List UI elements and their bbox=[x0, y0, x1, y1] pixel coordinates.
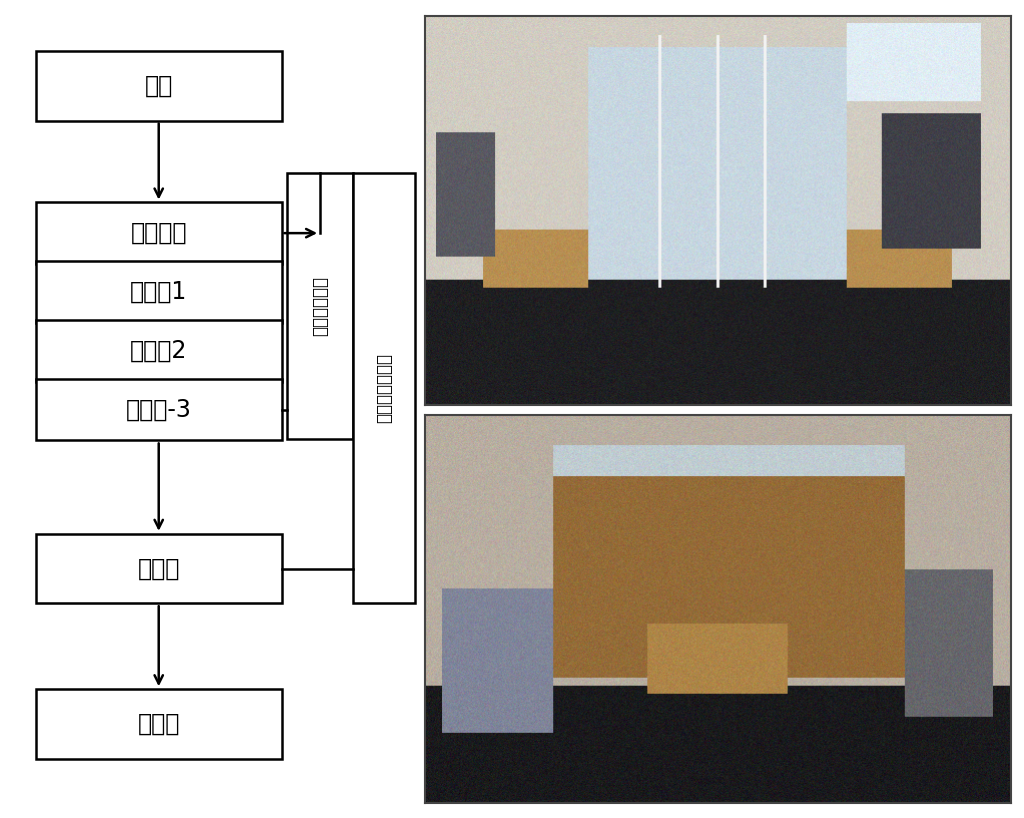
Bar bbox=[36, 262, 282, 322]
Text: 원수: 원수 bbox=[144, 74, 173, 98]
Text: 호기조-3: 호기조-3 bbox=[126, 398, 191, 422]
Text: 내부반송펌프: 내부반송펌프 bbox=[311, 276, 329, 336]
Bar bbox=[36, 380, 282, 440]
Text: 침전조: 침전조 bbox=[137, 556, 180, 581]
Text: 무산소조: 무산소조 bbox=[130, 221, 187, 245]
Bar bbox=[353, 173, 415, 603]
Text: 내부반송당수층: 내부반송당수층 bbox=[375, 353, 393, 423]
Text: 호기조1: 호기조1 bbox=[130, 280, 187, 304]
Bar bbox=[36, 203, 282, 264]
Bar bbox=[36, 51, 282, 120]
Text: 호기조2: 호기조2 bbox=[130, 339, 187, 363]
Text: 방류조: 방류조 bbox=[137, 712, 180, 736]
Bar bbox=[36, 321, 282, 381]
Bar bbox=[287, 173, 353, 439]
Bar bbox=[36, 533, 282, 604]
Bar bbox=[36, 689, 282, 759]
